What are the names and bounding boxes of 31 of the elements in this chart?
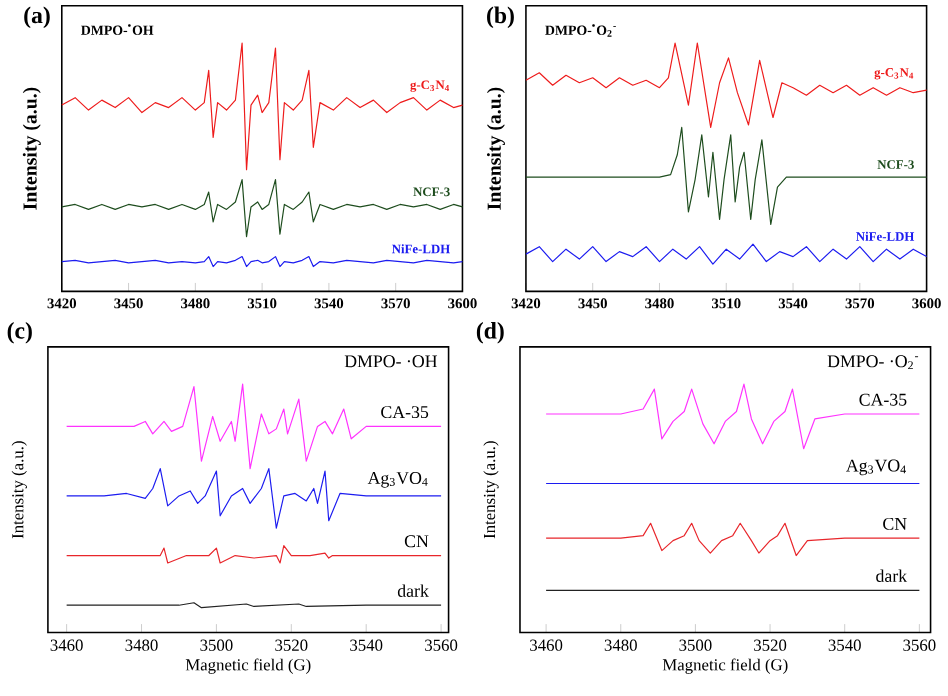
series-label: Ag$_{3}$VO$_{4}$ [846,459,906,476]
series-label: CA-35 [381,406,429,419]
series-label: dark [876,569,908,583]
y-axis-title: Intensity (a.u.) [11,441,27,539]
x-tick-label: 3540 [350,639,383,651]
x-tick-label: 3480 [125,639,158,651]
x-tick-label: 3560 [903,639,936,651]
y-axis-title: Intensity (a.u.) [486,87,505,210]
chart-title: (a) [24,6,50,29]
x-tick-label: 3460 [50,639,83,651]
chart-title: (c) [7,322,32,344]
x-tick-label: 3500 [200,639,233,651]
chart-title: (b) [487,6,514,29]
x-axis-title: Magnetic field (G) [185,658,311,674]
x-tick-label: 3520 [275,639,308,651]
chart-title: (d) [476,322,504,344]
series-label: Ag$_{3}$VO$_{4}$ [367,472,428,488]
series-label: CN [404,535,429,548]
x-axis-title: Magnetic field (G) [662,658,788,674]
x-tick-label: 3460 [530,639,563,651]
y-axis-title: Intensity (a.u.) [22,87,41,210]
series-label: CA-35 [859,393,907,406]
x-tick-label: 3540 [828,639,861,651]
series-label: dark [397,584,429,597]
series-label: CN [883,517,907,530]
text: DMPO- ·OH [344,355,438,368]
x-tick-label: 3480 [604,639,637,651]
x-tick-label: 3560 [425,639,458,651]
x-tick-label: 3500 [679,639,712,651]
x-tick-label: 3520 [754,639,787,651]
y-axis-title: Intensity (a.u.) [483,441,499,539]
